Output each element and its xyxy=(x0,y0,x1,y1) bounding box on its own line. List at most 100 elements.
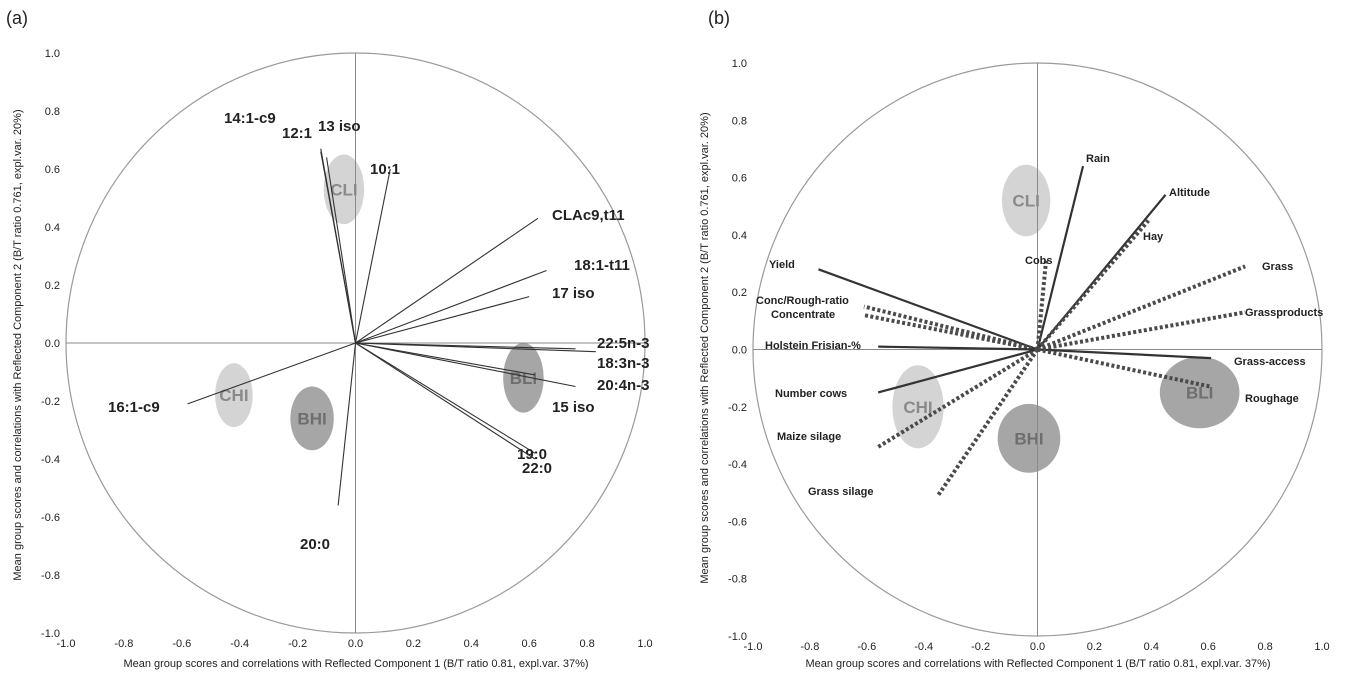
panel-b-x-tick-0-0: 0.0 xyxy=(1030,641,1045,653)
panel-b: (b) CLI CHI BHI BLI Rain Altitude Hay Cobs Gras… xyxy=(699,8,1330,670)
panel-a-vector-18-3n-3 xyxy=(355,342,596,353)
panel-b-vector-yield xyxy=(818,268,1038,351)
panel-b-x-tick-0-8: 0.8 xyxy=(1257,641,1272,653)
panel-a-x-tick-1-0: 1.0 xyxy=(637,638,652,650)
panel-a-group-bhi xyxy=(290,386,334,451)
panel-b-y-tick-0-8: 0.8 xyxy=(732,115,747,127)
panel-a-group-chi xyxy=(215,363,253,428)
panel-b-group-label-chi: CHI xyxy=(903,398,932,417)
panel-b-vector-label-cobs: Cobs xyxy=(1025,255,1053,267)
panel-b-x-tick-0-6: 0.6 xyxy=(1201,641,1216,653)
panel-b-vector-maize-silage xyxy=(877,347,1039,449)
panel-a-vector-label-12-1: 12:1 xyxy=(282,125,312,142)
panel-b-vector-label-grassproducts: Grassproducts xyxy=(1245,307,1323,319)
panel-a-vector-label-14-1-c9: 14:1-c9 xyxy=(224,110,276,127)
panel-b-vector-cobs xyxy=(1035,260,1049,350)
panel-b-vector-label-grass-silage: Grass silage xyxy=(808,486,873,498)
panel-b-vector-label-hay: Hay xyxy=(1143,231,1164,243)
panel-a-letter: (a) xyxy=(6,8,28,28)
panel-b-vector-number-cows xyxy=(877,348,1038,394)
panel-b-vector-label-roughage: Roughage xyxy=(1245,393,1299,405)
panel-b-vector-grass-silage xyxy=(936,348,1040,497)
panel-a-y-tick-0-6: 0.6 xyxy=(45,164,60,176)
panel-b-vector-roughage xyxy=(1037,347,1212,389)
panel-a-x-axis-title: Mean group scores and correlations with … xyxy=(123,658,588,670)
panel-b-group-label-cli: CLI xyxy=(1012,192,1039,211)
panel-a-x-tick-0-0: 0.0 xyxy=(348,638,363,650)
panel-a-vector-label-19-0: 19:0 xyxy=(517,446,547,463)
panel-b-vector-grass-access xyxy=(1037,348,1212,360)
panel-a-x-tick-0-4: -0.4 xyxy=(230,638,249,650)
panel-a-vector-10-1 xyxy=(354,168,391,344)
panel-b-vector-concentrate xyxy=(863,313,1038,352)
panel-a-vector-label-20-0: 20:0 xyxy=(300,536,330,553)
panel-b-vector-label-number-cows: Number cows xyxy=(775,388,847,400)
panel-a-group-label-chi: CHI xyxy=(219,386,248,405)
panel-a-vector-label-18-1-t11: 18:1-t11 xyxy=(574,257,630,274)
panel-a-vectors: 14:1-c9 12:1 13 iso 10:1 CLAc9,t11 18:1-t11 17… xyxy=(108,110,650,553)
panel-b-x-tick-1-0: -1.0 xyxy=(744,641,763,653)
panel-b-x-tick-0-2: -0.2 xyxy=(971,641,990,653)
panel-a-y-tick-0-0: 0.0 xyxy=(45,338,60,350)
panel-a-x-tick-0-4: 0.4 xyxy=(464,638,479,650)
panel-a-vector-clac9-t11 xyxy=(355,217,539,344)
panel-b-ticks: -1.0 -0.8 -0.6 -0.4 -0.2 0.0 0.2 0.4 0.6 0.8 1.0 1.… xyxy=(728,58,1330,653)
panel-a-vector-label-10-1: 10:1 xyxy=(370,161,400,178)
panel-b-vector-grass xyxy=(1036,264,1246,352)
panel-a-vector-12-1 xyxy=(320,148,357,344)
panel-a-vector-label-18-3n-3: 18:3n-3 xyxy=(597,355,650,372)
panel-a-x-tick-1-0: -1.0 xyxy=(57,638,76,650)
panel-a-vector-18-1-t11 xyxy=(355,269,547,344)
panel-a-x-tick-0-2: 0.2 xyxy=(406,638,421,650)
panel-a-x-tick-0-8: 0.8 xyxy=(579,638,594,650)
panel-a-y-axis-title: Mean group scores and correlations with … xyxy=(12,109,24,580)
panel-a-y-tick-1-0: 1.0 xyxy=(45,48,60,60)
panel-b-y-tick-1-0: -1.0 xyxy=(728,631,747,643)
panel-a-vector-label-22-0: 22:0 xyxy=(522,460,552,477)
panel-a-vector-label-17-iso: 17 iso xyxy=(552,285,595,302)
panel-b-letter: (b) xyxy=(708,8,730,28)
panel-b-group-bhi xyxy=(997,403,1061,473)
panel-a-vector-20-4n-3 xyxy=(355,342,576,388)
panel-a-y-tick-0-2: 0.2 xyxy=(45,280,60,292)
panel-b-vector-holstein-frisian xyxy=(878,345,1038,351)
panel-b-group-bli xyxy=(1159,356,1240,429)
panel-a-group-label-cli: CLI xyxy=(330,180,357,199)
panel-b-x-tick-0-6: -0.6 xyxy=(857,641,876,653)
panel-b-vector-label-grass: Grass xyxy=(1262,261,1293,273)
panel-b-x-axis-title: Mean group scores and correlations with … xyxy=(805,658,1270,670)
panel-b-vector-grassproducts xyxy=(1037,310,1246,352)
panel-b-x-tick-0-2: 0.2 xyxy=(1087,641,1102,653)
panel-b-y-tick-0-8: -0.8 xyxy=(728,574,747,586)
panel-a-y-tick-0-2: -0.2 xyxy=(41,396,60,408)
panel-a-vector-13-iso xyxy=(326,157,357,344)
panel-b-y-tick-1-0: 1.0 xyxy=(732,58,747,70)
panel-a-vector-19-0 xyxy=(355,342,536,454)
panel-b-group-cli xyxy=(1001,164,1051,237)
panel-b-vector-label-holstein-frisian: Holstein Frisian-% xyxy=(765,340,861,352)
panel-a-x-tick-0-6: -0.6 xyxy=(172,638,191,650)
panel-b-x-tick-0-4: 0.4 xyxy=(1144,641,1159,653)
panel-b-vectors: Rain Altitude Hay Cobs Grass Grassproducts Gra… xyxy=(756,153,1323,498)
panel-a-y-tick-0-4: -0.4 xyxy=(41,454,60,466)
panel-b-y-axis-title: Mean group scores and correlations with … xyxy=(699,112,711,583)
panel-a-vector-22-0 xyxy=(355,342,536,460)
panel-b-vector-rain xyxy=(1036,165,1085,350)
panel-b-y-tick-0-6: -0.6 xyxy=(728,516,747,528)
panel-a-vector-16-1-c9 xyxy=(187,342,356,405)
panel-b-vector-conc-rough-ratio xyxy=(863,304,1038,352)
panel-b-vector-label-yield: Yield xyxy=(769,259,795,271)
panel-a-group-label-bhi: BHI xyxy=(297,409,326,428)
panel-b-group-label-bli: BLI xyxy=(1186,383,1213,402)
panel-a-group-bli xyxy=(503,343,544,413)
panel-a-vector-label-13-iso: 13 iso xyxy=(318,118,361,135)
panel-b-y-tick-0-4: -0.4 xyxy=(728,459,747,471)
panel-a-vector-15-iso xyxy=(355,342,536,376)
panel-b-x-tick-0-4: -0.4 xyxy=(914,641,933,653)
panel-a-y-tick-0-6: -0.6 xyxy=(41,512,60,524)
panel-b-vector-label-grass-access: Grass-access xyxy=(1234,356,1306,368)
panel-a-vector-label-22-5n-3: 22:5n-3 xyxy=(597,335,650,352)
panel-a-x-tick-0-2: -0.2 xyxy=(288,638,307,650)
panel-b-group-label-bhi: BHI xyxy=(1014,429,1043,448)
